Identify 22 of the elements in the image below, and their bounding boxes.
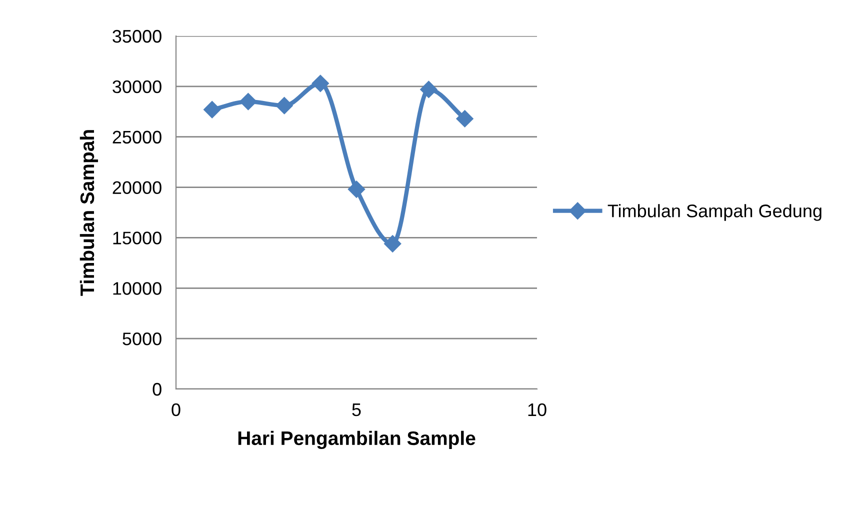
y-tick-label: 0	[152, 382, 162, 396]
y-tick-label: 15000	[113, 232, 162, 244]
point	[240, 93, 257, 110]
y-axis-title: Timbulan Sampah	[80, 130, 98, 296]
y-tick-label: 20000	[112, 181, 162, 194]
y-tick-label: 5000	[122, 332, 162, 346]
x-tick-label: 10	[528, 403, 546, 416]
point	[276, 97, 293, 114]
point	[456, 110, 474, 128]
point	[420, 80, 438, 98]
point	[312, 74, 329, 92]
x-axis-title: Hari Pengambilan Sample	[238, 430, 476, 450]
y-tick-label: 25000	[112, 130, 162, 144]
y-tick-label: 35000	[112, 30, 162, 43]
point	[384, 235, 402, 252]
point	[204, 101, 221, 118]
point	[348, 180, 366, 198]
y-tick-label: 30000	[112, 80, 162, 94]
x-tick-label: 0	[172, 403, 180, 416]
x-tick-label: 5	[352, 404, 361, 416]
y-tick-label: 10000	[113, 282, 162, 295]
legend-label: Timbulan Sampah Gedung	[608, 204, 822, 221]
